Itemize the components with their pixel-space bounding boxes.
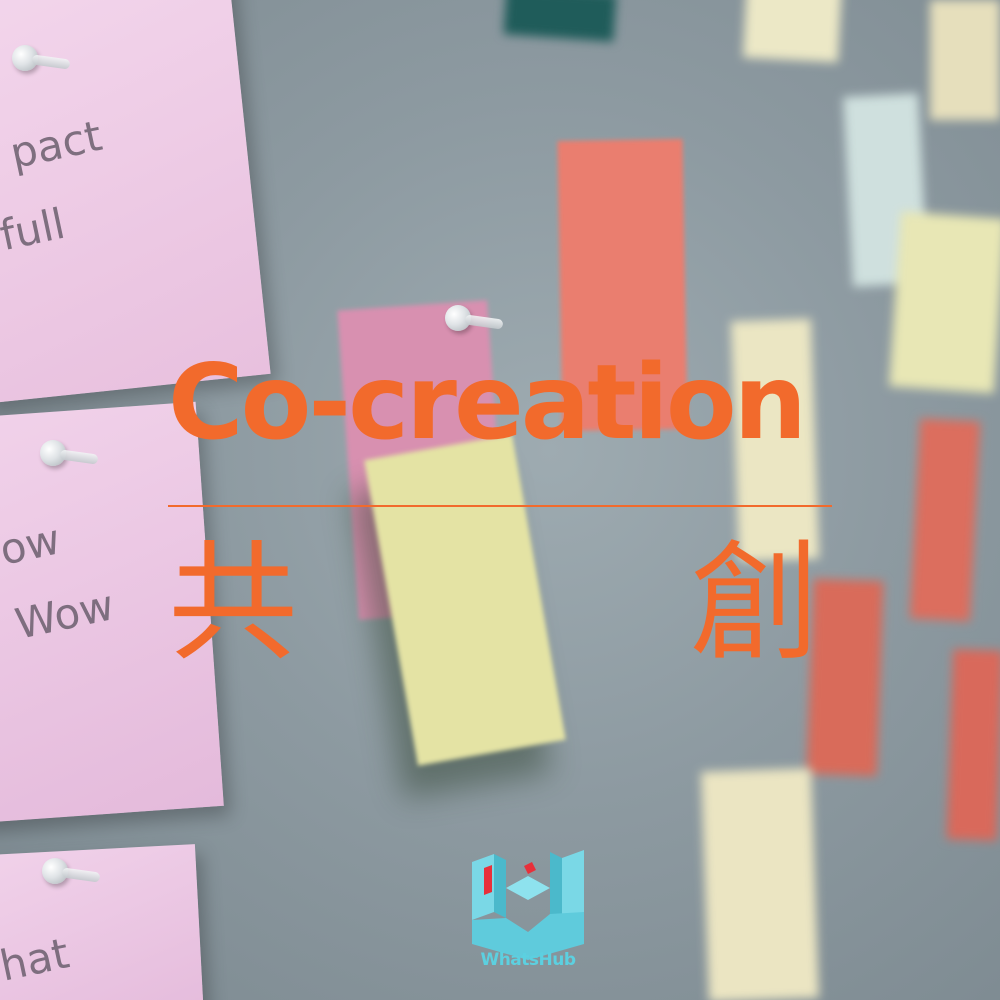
whatshub-logo-icon	[472, 850, 584, 960]
sticky-note-teal-top	[503, 0, 617, 42]
push-pin-2	[40, 440, 66, 466]
sticky-note-yellow-right	[889, 211, 1000, 394]
sticky-note-cream-corner	[930, 0, 1000, 120]
sticky-note-yellow-center	[364, 434, 566, 766]
sticky-note-cream-bottom	[701, 768, 819, 1000]
subtitle-cjk-right: 創	[690, 527, 821, 679]
sticky-note-red-right	[909, 418, 981, 622]
headline: Co-creation	[168, 343, 807, 463]
subtitle-cjk-left: 共	[168, 527, 299, 679]
sticky-note-cream-top	[742, 0, 843, 63]
push-pin-1	[12, 45, 38, 71]
sticky-note-red-bottom-right	[946, 649, 1000, 841]
logo-wordmark: WhatsHub	[480, 950, 576, 970]
push-pin-3	[42, 858, 68, 884]
push-pin-center	[445, 305, 471, 331]
headline-divider	[168, 505, 832, 507]
